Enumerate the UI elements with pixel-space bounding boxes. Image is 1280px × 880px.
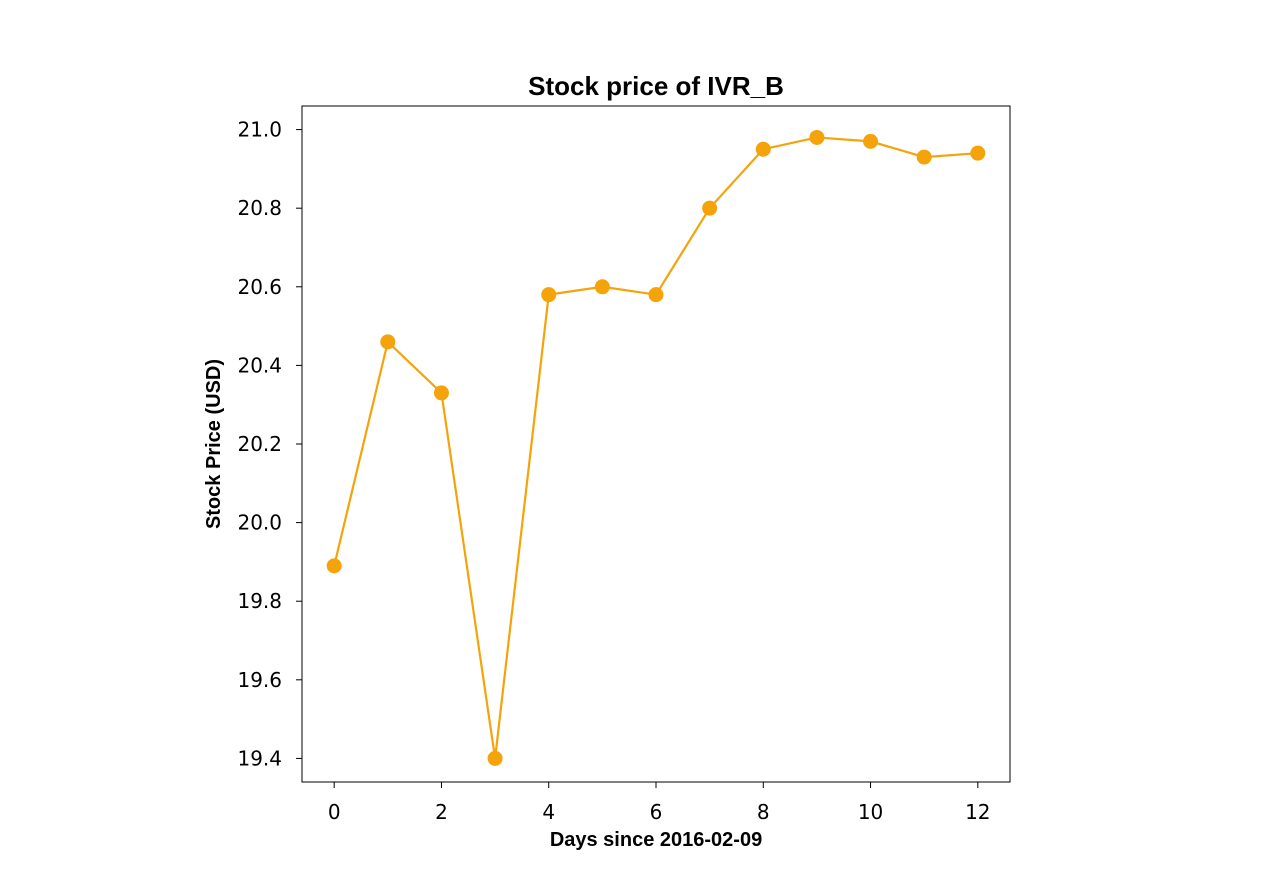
y-axis-label: Stock Price (USD) [203, 359, 225, 529]
x-axis-label: Days since 2016-02-09 [550, 829, 762, 851]
data-point [916, 149, 932, 165]
x-tick-label: 0 [328, 800, 341, 824]
data-point [755, 141, 771, 157]
y-tick-label: 19.8 [237, 589, 282, 613]
x-tick-label: 10 [858, 800, 883, 824]
x-tick-label: 2 [435, 800, 448, 824]
data-point [433, 385, 449, 401]
data-point [594, 279, 610, 295]
data-point [326, 558, 342, 574]
y-tick-label: 20.4 [237, 353, 282, 377]
data-point [487, 750, 503, 766]
plot-area-frame [301, 105, 1011, 783]
x-axis-ticks: 0 2 4 6 8 10 12 [328, 782, 991, 824]
data-point [648, 287, 664, 303]
x-tick-label: 4 [542, 800, 555, 824]
y-tick-label: 20.0 [237, 511, 282, 535]
y-tick-label: 19.4 [237, 746, 282, 770]
data-point [863, 133, 879, 149]
x-tick-label: 6 [650, 800, 663, 824]
y-axis-ticks: 19.4 19.6 19.8 20.0 20.2 20.4 20.6 20.8 21.0 [237, 118, 302, 770]
data-point [380, 334, 396, 350]
y-tick-label: 20.8 [237, 196, 282, 220]
chart-title: Stock price of IVR_B [528, 71, 784, 101]
data-point [702, 200, 718, 216]
series-markers [326, 129, 986, 766]
data-point [541, 287, 557, 303]
y-tick-label: 21.0 [237, 118, 282, 142]
x-tick-label: 12 [965, 800, 990, 824]
x-tick-label: 8 [757, 800, 770, 824]
data-point [809, 129, 825, 145]
data-point [970, 145, 986, 161]
y-tick-label: 19.6 [237, 668, 282, 692]
y-tick-label: 20.2 [237, 432, 282, 456]
y-tick-label: 20.6 [237, 275, 282, 299]
